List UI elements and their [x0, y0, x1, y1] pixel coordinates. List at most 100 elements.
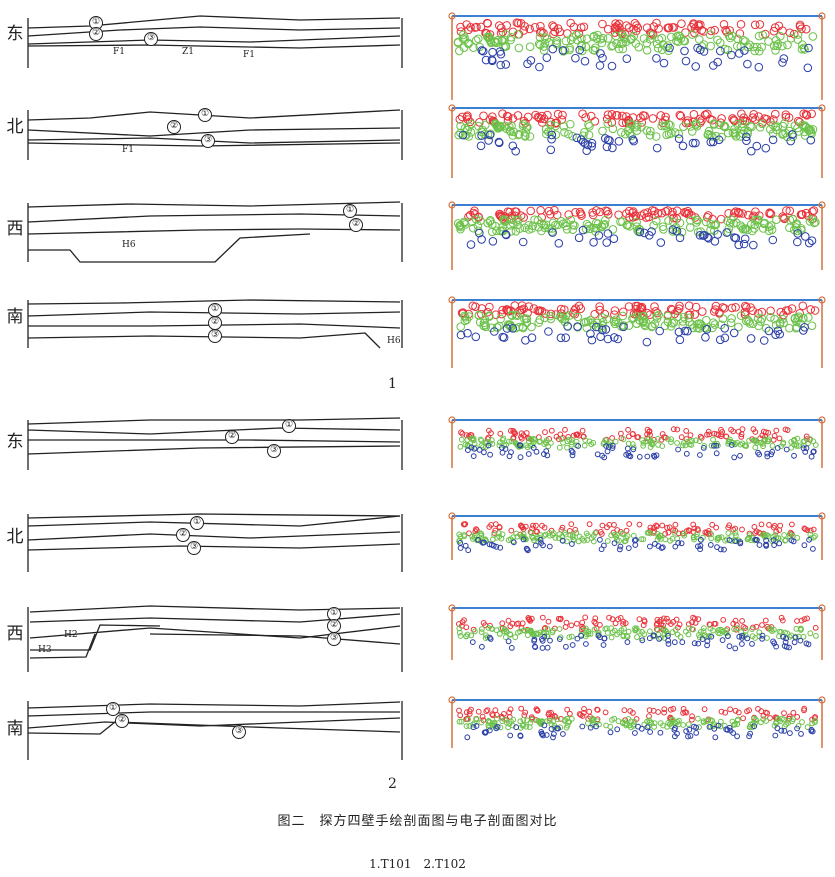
point-cloud-point: [463, 111, 472, 120]
point-cloud-point: [505, 724, 512, 731]
point-cloud-point: [508, 645, 515, 651]
point-cloud-point: [479, 643, 485, 650]
point-cloud-point: [456, 537, 463, 544]
point-cloud-point: [512, 207, 521, 217]
point-cloud-point: [544, 633, 550, 640]
point-cloud-point: [612, 438, 619, 445]
point-cloud-point: [625, 716, 632, 722]
point-cloud-point: [661, 121, 671, 130]
point-cloud-point: [720, 324, 730, 333]
point-cloud-point: [590, 309, 600, 319]
point-cloud-point: [473, 527, 480, 533]
point-cloud-point: [671, 530, 678, 536]
point-cloud-point: [727, 706, 733, 713]
point-cloud-point: [672, 543, 679, 550]
point-cloud-point: [615, 616, 621, 623]
point-cloud-point: [473, 716, 480, 723]
point-cloud-point: [477, 131, 486, 140]
point-cloud-point: [520, 627, 527, 634]
point-cloud-point: [647, 524, 654, 531]
point-cloud-point: [564, 129, 573, 139]
point-cloud-point: [678, 540, 685, 547]
point-cloud-point: [670, 128, 680, 137]
point-cloud-point: [713, 450, 720, 457]
point-cloud-point: [685, 223, 695, 232]
point-cloud-point: [728, 442, 735, 448]
point-cloud-point: [552, 210, 562, 220]
point-cloud-point: [544, 327, 553, 336]
point-cloud-point: [781, 728, 788, 734]
point-cloud-point: [638, 111, 648, 120]
point-cloud-point: [464, 25, 473, 35]
point-cloud-point: [550, 627, 556, 634]
point-cloud-point: [556, 636, 563, 642]
point-cloud-point: [781, 643, 788, 649]
point-cloud-point: [760, 438, 767, 445]
point-cloud-point: [648, 30, 658, 39]
point-cloud-point: [625, 426, 631, 433]
point-cloud-point: [774, 725, 781, 732]
point-cloud-point: [801, 24, 811, 34]
point-cloud-point: [501, 60, 511, 69]
point-cloud-point: [732, 707, 739, 714]
stratum-boundary: [29, 633, 96, 659]
point-cloud-point: [514, 322, 524, 332]
point-cloud-point: [654, 24, 663, 33]
point-cloud-point: [793, 30, 803, 39]
point-cloud-point: [680, 46, 689, 56]
point-cloud-point: [812, 719, 818, 726]
point-cloud-point: [668, 436, 675, 443]
point-cloud-point: [601, 454, 608, 461]
point-cloud-point: [631, 212, 641, 221]
point-cloud-point: [485, 217, 495, 226]
point-cloud-point: [711, 725, 718, 732]
point-cloud-point: [506, 33, 516, 42]
point-cloud-point: [486, 38, 496, 48]
point-cloud-point: [659, 58, 669, 68]
point-cloud-point: [603, 119, 613, 128]
point-cloud-point: [556, 626, 563, 632]
point-cloud-point: [587, 631, 594, 637]
point-cloud-point: [691, 640, 698, 647]
datum-marker: [448, 12, 456, 20]
point-cloud-point: [742, 136, 751, 145]
point-cloud-point: [687, 733, 694, 739]
point-cloud-point: [752, 536, 759, 543]
point-cloud-point: [618, 627, 625, 633]
point-cloud-point: [726, 522, 733, 529]
point-cloud-point: [602, 626, 609, 632]
point-cloud-point: [647, 31, 656, 40]
point-cloud-point: [754, 62, 764, 72]
point-cloud-point: [754, 31, 764, 41]
point-cloud-point: [706, 724, 713, 730]
point-cloud-point: [595, 302, 604, 311]
point-cloud-point: [525, 24, 534, 34]
point-cloud-point: [492, 521, 499, 527]
point-cloud-point: [579, 713, 586, 719]
point-cloud-point: [456, 330, 466, 340]
point-cloud-point: [758, 30, 768, 40]
point-cloud-point: [563, 643, 569, 650]
point-cloud-point: [725, 438, 732, 445]
point-cloud-point: [689, 20, 699, 29]
point-cloud-point: [614, 631, 620, 638]
point-cloud-point: [561, 529, 568, 536]
point-cloud-point: [701, 333, 710, 342]
panel-direction-south-2: 南: [6, 719, 24, 739]
point-cloud-point: [454, 130, 464, 140]
point-cloud-point: [641, 321, 650, 331]
point-cloud-point: [667, 706, 674, 713]
stratum-boundary: [27, 543, 401, 551]
point-cloud-point: [521, 118, 530, 128]
point-cloud-point: [514, 129, 524, 139]
point-cloud-point: [568, 622, 575, 629]
point-cloud-point: [584, 130, 594, 140]
stratum-boundary: [29, 613, 401, 623]
point-cloud-point: [568, 447, 575, 454]
point-cloud-point: [759, 632, 766, 639]
point-cloud-point: [565, 719, 572, 725]
point-cloud-point: [586, 521, 593, 528]
panel-direction-west-1: 西: [6, 219, 24, 239]
point-cloud-point: [791, 437, 797, 444]
point-cloud-point: [785, 717, 791, 724]
